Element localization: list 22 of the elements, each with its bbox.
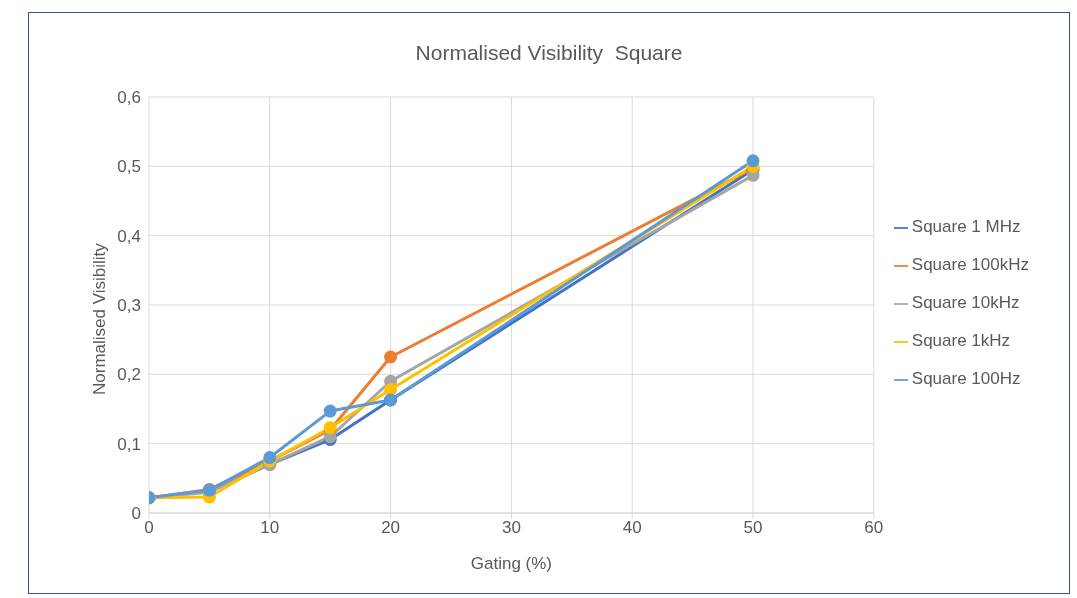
y-tick-label: 0,1	[117, 434, 141, 454]
legend-label: Square 10kHz	[911, 293, 1020, 312]
x-tick-label: 20	[381, 518, 401, 538]
x-axis-title: Gating (%)	[470, 554, 553, 573]
legend-label: Square 100kHz	[911, 255, 1029, 274]
x-tick-label: 40	[622, 518, 642, 538]
legend-label: Square 1 MHz	[911, 217, 1021, 236]
x-tick-label: 30	[501, 518, 521, 538]
chart-title: Normalised Visibility Square	[414, 41, 684, 65]
x-tick-label: 50	[743, 518, 763, 538]
y-tick-label: 0,6	[117, 88, 141, 108]
x-tick-label: 60	[864, 518, 884, 538]
x-tick-label: 10	[260, 518, 280, 538]
y-tick-label: 0,2	[117, 365, 141, 385]
y-tick-label: 0,5	[117, 157, 141, 177]
x-tick-label: 0	[144, 518, 154, 538]
y-axis-title: Normalised Visibility	[90, 242, 110, 395]
y-tick-label: 0	[131, 504, 141, 524]
y-tick-label: 0,3	[117, 296, 141, 316]
legend-label: Square 1kHz	[911, 331, 1011, 350]
legend-label: Square 100Hz	[911, 369, 1021, 388]
y-tick-label: 0,4	[117, 226, 141, 246]
